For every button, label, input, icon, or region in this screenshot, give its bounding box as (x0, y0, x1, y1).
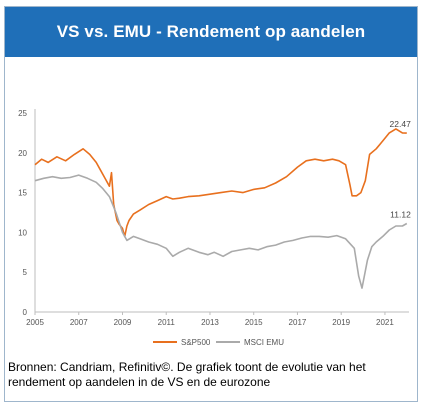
series-msci-emu-line (34, 174, 408, 289)
series-sp500-line (34, 128, 407, 238)
x-tick-label: 2013 (201, 318, 219, 327)
x-tick-label: 2005 (26, 318, 44, 327)
x-tick-label: 2021 (376, 318, 394, 327)
chart-title: VS vs. EMU - Rendement op aandelen (56, 22, 366, 41)
x-tick-label: 2015 (245, 318, 263, 327)
legend-msci-emu-label: MSCI EMU (244, 338, 284, 347)
x-tick-label: 2009 (114, 318, 132, 327)
end-label-msci-emu: 11.12 (390, 209, 411, 219)
end-label-sp500: 22.47 (390, 119, 412, 129)
x-tick-label: 2019 (332, 318, 350, 327)
chart-caption: Bronnen: Candriam, Refinitiv©. De grafie… (8, 360, 366, 389)
x-tick-label: 2011 (158, 318, 176, 327)
x-tick-label: 2007 (70, 318, 88, 327)
y-tick-label: 20 (18, 149, 27, 158)
y-tick-label: 25 (18, 109, 27, 118)
y-tick-label: 10 (18, 228, 27, 237)
x-tick-label: 2017 (289, 318, 307, 327)
y-tick-label: 15 (18, 189, 27, 198)
legend-sp500-label: S&P500 (181, 338, 211, 347)
y-tick-label: 0 (23, 308, 28, 317)
chart-header: VS vs. EMU - Rendement op aandelen (5, 7, 417, 57)
chart-card: VS vs. EMU - Rendement op aandelen (4, 6, 418, 402)
y-tick-label: 5 (23, 268, 28, 277)
